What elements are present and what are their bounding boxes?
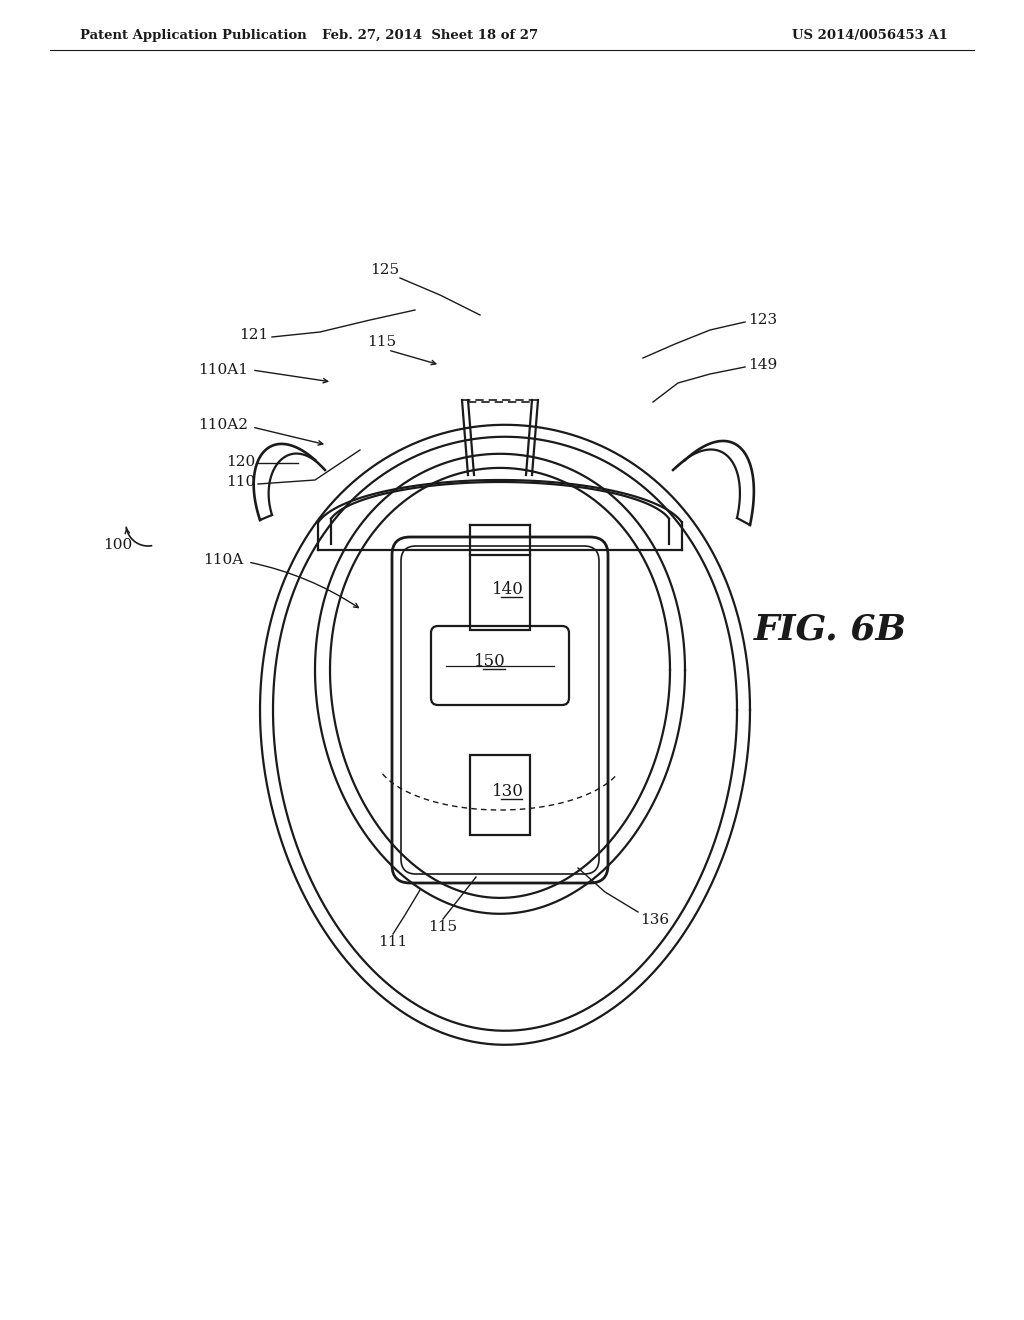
Text: 120: 120: [225, 455, 255, 469]
Text: 115: 115: [428, 920, 458, 935]
Bar: [470, 554, 530, 630]
Text: 121: 121: [239, 327, 268, 342]
Text: 136: 136: [640, 913, 669, 927]
Text: Feb. 27, 2014  Sheet 18 of 27: Feb. 27, 2014 Sheet 18 of 27: [322, 29, 538, 41]
Text: 130: 130: [493, 784, 524, 800]
Text: 111: 111: [379, 935, 408, 949]
Text: Patent Application Publication: Patent Application Publication: [80, 29, 307, 41]
Text: 149: 149: [748, 358, 777, 372]
Text: 123: 123: [748, 313, 777, 327]
Text: FIG. 6B: FIG. 6B: [754, 612, 906, 647]
Text: US 2014/0056453 A1: US 2014/0056453 A1: [792, 29, 948, 41]
Text: 115: 115: [368, 335, 396, 348]
Text: 150: 150: [474, 653, 506, 671]
Text: 100: 100: [103, 539, 133, 552]
Text: 110: 110: [225, 475, 255, 488]
Text: 110A: 110A: [203, 553, 243, 568]
Text: 110A2: 110A2: [198, 418, 248, 432]
Text: 125: 125: [371, 263, 399, 277]
Text: 140: 140: [493, 582, 524, 598]
Text: 110A1: 110A1: [198, 363, 248, 378]
Bar: [470, 755, 530, 836]
